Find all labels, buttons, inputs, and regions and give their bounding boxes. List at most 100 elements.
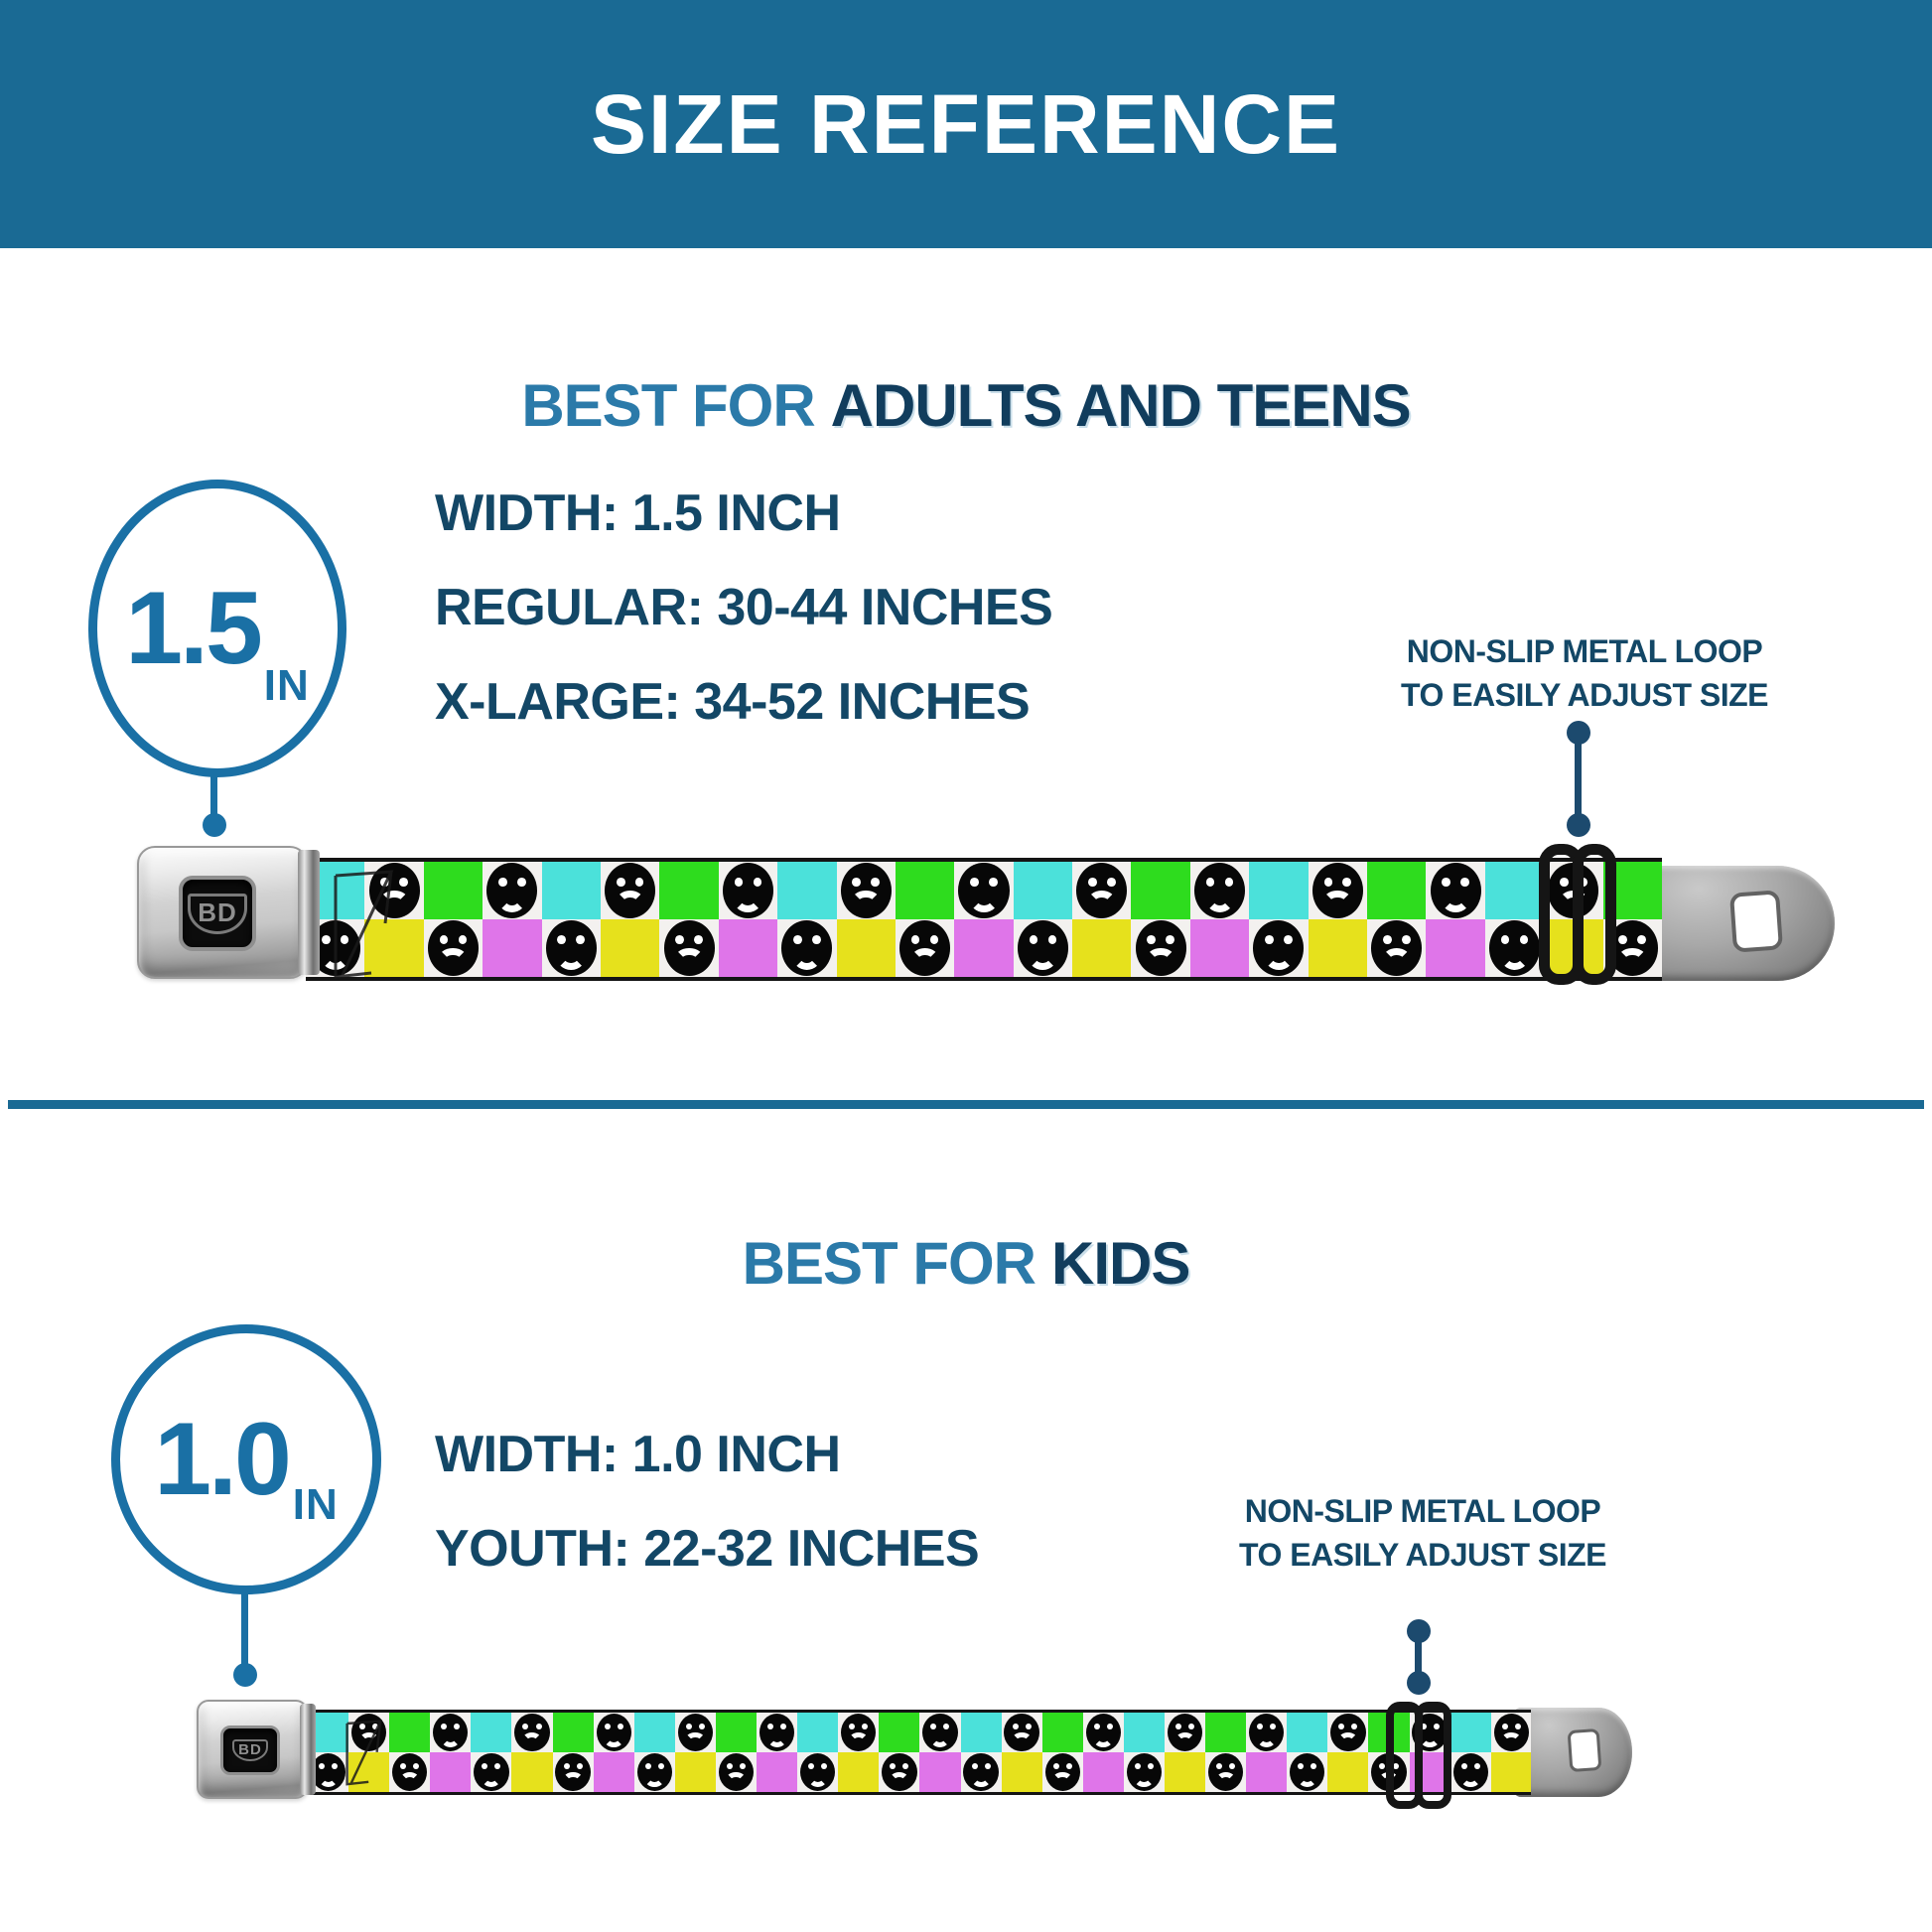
belt-column: [1013, 862, 1073, 977]
badge-connector-line: [241, 1592, 248, 1676]
belt-column: [954, 862, 1014, 977]
belt-column: [541, 862, 601, 977]
belt-column: [1123, 1713, 1165, 1792]
smiley-face: [1290, 1752, 1325, 1792]
heading-dark-text: ADULTS AND TEENS: [830, 371, 1412, 439]
bd-logo: BD: [232, 1739, 268, 1761]
belt-column: [757, 1713, 798, 1792]
belt-column: [1544, 862, 1603, 977]
smiley-face: [963, 1752, 999, 1792]
smiley-face: [596, 1713, 631, 1752]
smiley-face: [1194, 863, 1246, 918]
belt-column: [1449, 1713, 1491, 1792]
smiley-face: [958, 863, 1010, 918]
belt-column: [1426, 862, 1485, 977]
badge-value: 1.0: [154, 1401, 292, 1517]
smiley-face: [1249, 1713, 1285, 1752]
callout-line: TO EASILY ADJUST SIZE: [1238, 1537, 1607, 1573]
frowny-face: [1606, 920, 1658, 976]
banner: SIZE REFERENCE: [0, 0, 1932, 248]
frowny-face: [555, 1752, 591, 1792]
smiley-face: [759, 1713, 795, 1752]
banner-title: SIZE REFERENCE: [590, 76, 1342, 171]
frowny-face: [1548, 863, 1599, 918]
belt-column: [552, 1713, 594, 1792]
specs-kids: WIDTH: 1.0 INCH YOUTH: 22-32 INCHES: [435, 1408, 980, 1596]
callout-connector-line: [1415, 1630, 1422, 1684]
seatbelt-buckle: BD: [137, 846, 308, 979]
frowny-face: [840, 863, 892, 918]
smiley-face: [1017, 920, 1068, 976]
belt-column: [797, 1713, 839, 1792]
belt-column: [471, 1713, 512, 1792]
belt-column: [718, 862, 778, 977]
frowny-face: [1167, 1713, 1203, 1752]
frowny-face: [663, 920, 715, 976]
belt-column: [674, 1713, 716, 1792]
belt-column: [1082, 1713, 1124, 1792]
callout-line: NON-SLIP METAL LOOP: [1406, 633, 1763, 669]
belt-column: [1041, 1713, 1083, 1792]
smiley-face: [545, 920, 597, 976]
smiley-face: [1488, 920, 1541, 976]
smiley-face: [922, 1713, 958, 1752]
belt-column: [348, 1713, 390, 1792]
section-heading-adults: BEST FOR ADULTS AND TEENS: [0, 371, 1932, 440]
belt-webbing: [306, 858, 1662, 981]
belt-column: [1131, 862, 1190, 977]
frowny-face: [1330, 1713, 1366, 1752]
callout-line: NON-SLIP METAL LOOP: [1244, 1493, 1601, 1529]
frowny-face: [514, 1713, 550, 1752]
belt-column: [895, 862, 955, 977]
specs-adults: WIDTH: 1.5 INCH REGULAR: 30-44 INCHES X-LA…: [435, 467, 1053, 750]
frowny-face: [350, 1713, 387, 1752]
buckle-logo-window: BD: [179, 876, 256, 951]
buckle-hinge: [298, 850, 320, 975]
belt-column: [1409, 1713, 1450, 1792]
belt-column: [1246, 1713, 1288, 1792]
metal-adjuster-loop: [1539, 844, 1616, 985]
belt-column: [1205, 1713, 1247, 1792]
belt-column: [511, 1713, 553, 1792]
frowny-face: [605, 863, 656, 918]
frowny-face: [1044, 1752, 1080, 1792]
smiley-face: [310, 920, 361, 976]
belt-column: [715, 1713, 758, 1792]
frowny-face: [368, 863, 420, 918]
callout-line: TO EASILY ADJUST SIZE: [1400, 677, 1769, 713]
heading-light-text: BEST FOR: [521, 371, 815, 439]
belt-column: [1327, 1713, 1369, 1792]
bd-logo: BD: [188, 893, 247, 934]
belt-column: [777, 862, 837, 977]
belt-column: [306, 862, 365, 977]
tab-hole: [1567, 1727, 1602, 1773]
belt-end-tab: [1640, 866, 1835, 981]
belt-column: [879, 1713, 920, 1792]
width-badge-kids: 1.0 IN: [111, 1324, 381, 1594]
metal-adjuster-loop: [1386, 1702, 1451, 1809]
smiley-face: [1253, 920, 1305, 976]
smiley-face: [1126, 1752, 1163, 1792]
spec-line: X-LARGE: 34-52 INCHES: [435, 673, 1031, 731]
smiley-face: [1412, 1713, 1448, 1752]
belt-column: [1189, 862, 1250, 977]
belt-end-tab: [1513, 1708, 1632, 1797]
belt-column: [308, 1713, 349, 1792]
smiley-face: [636, 1752, 672, 1792]
callout-kids: NON-SLIP METAL LOOP TO EASILY ADJUST SIZ…: [1115, 1489, 1730, 1577]
belt-column: [1484, 862, 1545, 977]
frowny-face: [427, 920, 479, 976]
belt-column: [593, 1713, 634, 1792]
belt-column: [1072, 862, 1132, 977]
frowny-face: [841, 1713, 877, 1752]
callout-adults: NON-SLIP METAL LOOP TO EASILY ADJUST SIZ…: [1277, 629, 1892, 717]
smiley-face: [474, 1752, 509, 1792]
smiley-face: [486, 863, 538, 918]
stitch-zigzag-icon: [345, 1720, 383, 1786]
spec-line: YOUTH: 22-32 INCHES: [435, 1520, 980, 1578]
frowny-face: [1311, 863, 1363, 918]
belt-column: [1490, 1713, 1531, 1792]
badge-value: 1.5: [125, 570, 263, 686]
